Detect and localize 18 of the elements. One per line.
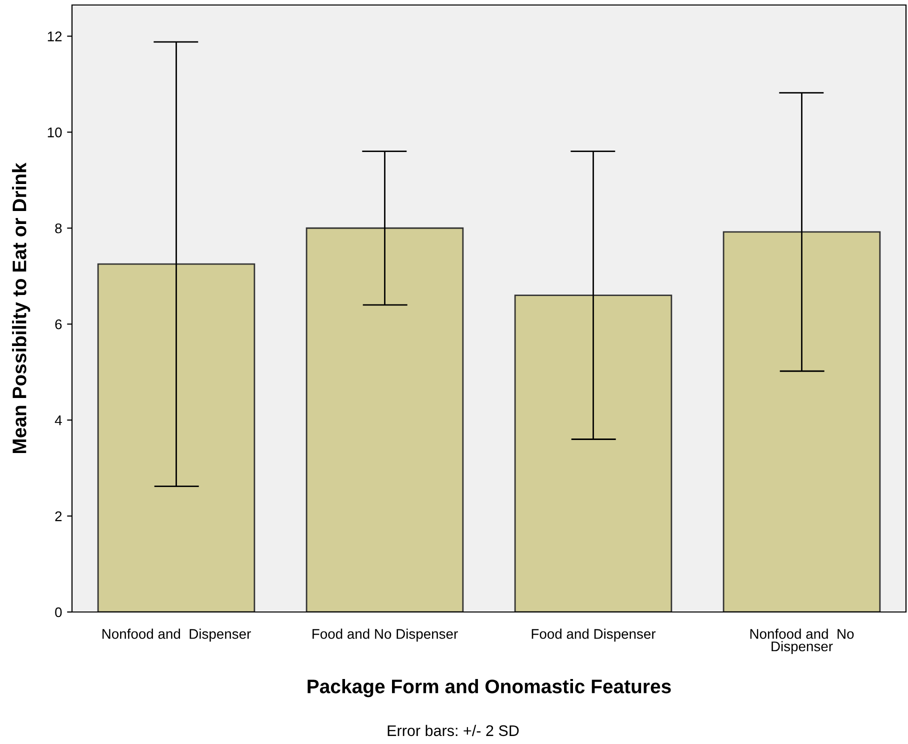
y-tick-label: 4	[54, 416, 62, 426]
x-axis-title: Package Form and Onomastic Features	[308, 679, 671, 698]
y-tick-label: 12	[48, 32, 62, 42]
y-axis-title: Mean Possibility to Eat or Drink	[12, 162, 30, 454]
y-tick-label: 2	[55, 511, 62, 522]
y-tick-label: 0	[55, 607, 62, 618]
x-tick-label: Food and No Dispenser	[312, 628, 458, 642]
y-tick-label: 10	[48, 127, 62, 138]
bar	[306, 227, 464, 612]
bar	[514, 294, 672, 612]
y-tick-label: 8	[55, 223, 62, 234]
text: Error bars: +/- 2 SD	[388, 724, 519, 736]
x-tick-label: Nonfood and Dispenser	[102, 628, 251, 642]
bar	[97, 263, 256, 612]
bar	[722, 231, 881, 612]
x-tick-label: Nonfood and No Dispenser	[750, 628, 854, 654]
y-tick-label: 6	[55, 319, 62, 330]
x-tick-label: Food and Dispenser	[532, 628, 656, 642]
